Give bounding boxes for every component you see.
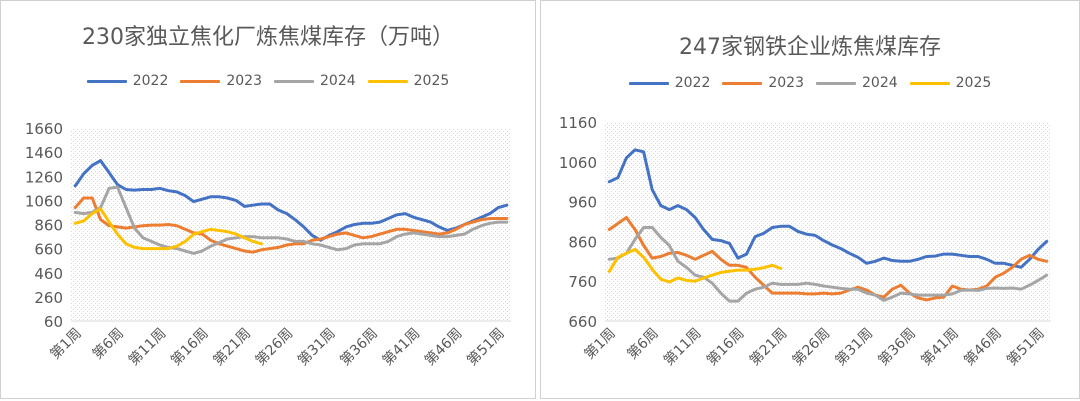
legend-swatch: [816, 81, 856, 85]
series-line-2023: [73, 196, 509, 254]
plot-area: [605, 122, 1051, 321]
x-tick-label: 第46周: [421, 325, 465, 369]
y-tick-label: 1260: [25, 168, 63, 186]
chart-title: 247家钢铁企业炼焦煤库存: [679, 35, 941, 60]
y-tick-label: 860: [568, 233, 597, 251]
x-tick-label: 第36周: [875, 325, 919, 369]
x-tick-label: 第6周: [89, 325, 127, 363]
legend-swatch: [180, 79, 221, 83]
legend-item-2022: 2022: [86, 73, 169, 89]
legend-item-2023: 2023: [722, 75, 804, 91]
x-tick-label: 第36周: [337, 325, 381, 369]
y-tick-label: 860: [34, 217, 63, 235]
y-tick-label: 1660: [25, 120, 63, 138]
legend-item-2025: 2025: [909, 75, 992, 91]
x-tick-label: 第11周: [125, 325, 169, 369]
legend-swatch: [722, 81, 763, 85]
steel-mill-chart-panel: 247家钢铁企业炼焦煤库存 2022 2023 2024 2025 660 760 860…: [540, 0, 1080, 399]
series-line-2024: [73, 185, 509, 255]
series-line-2022: [73, 159, 509, 242]
y-tick-label: 460: [34, 265, 63, 283]
legend-item-2022: 2022: [628, 75, 711, 91]
x-tick-label: 第6周: [624, 325, 662, 363]
legend-item-2025: 2025: [367, 73, 450, 89]
y-tick-label: 1060: [25, 192, 63, 210]
plot-area: [71, 128, 511, 321]
x-tick-label: 第51周: [1003, 325, 1047, 369]
y-tick-label: 660: [568, 313, 597, 331]
x-tick-label: 第16周: [703, 325, 747, 369]
legend-swatch: [367, 79, 408, 83]
x-tick-label: 第31周: [832, 325, 876, 369]
legend-swatch: [628, 81, 669, 85]
y-tick-label: 760: [568, 273, 597, 291]
x-tick-label: 第51周: [463, 325, 507, 369]
series-line-2025: [73, 207, 263, 251]
legend-label: 2022: [674, 75, 711, 91]
chart-title: 230家独立焦化厂炼焦煤库存（万吨）: [82, 25, 454, 50]
legend-swatch: [86, 79, 127, 83]
x-tick-label: 第21周: [210, 325, 254, 369]
y-tick-label: 660: [34, 241, 63, 259]
y-tick-label: 1060: [559, 154, 597, 172]
legend-label: 2025: [413, 73, 450, 89]
legend-label: 2025: [955, 75, 992, 91]
series-line-2025: [607, 247, 783, 284]
legend-label: 2023: [226, 73, 262, 89]
legend-label: 2024: [320, 73, 356, 89]
chart-legend: 2022 2023 2024 2025: [1, 73, 535, 89]
y-tick-label: 260: [34, 289, 63, 307]
x-tick-label: 第26周: [252, 325, 296, 369]
y-tick-label: 1460: [25, 144, 63, 162]
chart-legend: 2022 2023 2024 2025: [541, 75, 1079, 91]
coking-plant-chart-panel: 230家独立焦化厂炼焦煤库存（万吨） 2022 2023 2024 2025 60 26…: [0, 0, 536, 399]
x-tick-label: 第31周: [294, 325, 338, 369]
legend-label: 2022: [132, 73, 169, 89]
x-tick-label: 第11周: [660, 325, 704, 369]
legend-label: 2024: [862, 75, 898, 91]
x-tick-label: 第16周: [167, 325, 211, 369]
x-tick-label: 第26周: [789, 325, 833, 369]
legend-item-2024: 2024: [816, 75, 898, 91]
x-tick-label: 第46周: [960, 325, 1004, 369]
x-tick-label: 第21周: [746, 325, 790, 369]
x-tick-label: 第41周: [918, 325, 962, 369]
legend-swatch: [274, 79, 314, 83]
legend-label: 2023: [768, 75, 804, 91]
y-tick-label: 960: [568, 194, 597, 212]
y-tick-label: 1160: [559, 114, 597, 132]
legend-swatch: [909, 81, 950, 85]
series-line-2022: [607, 148, 1049, 269]
y-tick-label: 60: [44, 313, 63, 331]
series-line-2024: [607, 226, 1049, 303]
legend-item-2023: 2023: [180, 73, 262, 89]
legend-item-2024: 2024: [274, 73, 356, 89]
x-tick-label: 第41周: [379, 325, 423, 369]
